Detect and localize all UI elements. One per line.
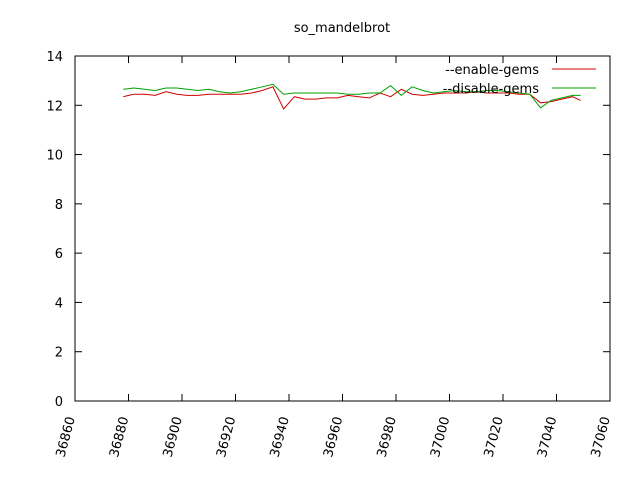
y-tick-label: 10 bbox=[46, 149, 63, 164]
x-tick-label: 36920 bbox=[214, 415, 239, 459]
y-tick-label: 14 bbox=[46, 50, 63, 65]
legend-label-1: --enable-gems bbox=[445, 63, 539, 78]
x-tick-label: 36860 bbox=[54, 415, 79, 459]
x-tick-label: 37040 bbox=[535, 415, 560, 459]
x-tick-label: 36880 bbox=[107, 415, 132, 459]
x-tick-label: 37000 bbox=[428, 415, 453, 459]
x-tick-label: 36900 bbox=[161, 415, 186, 459]
y-tick-label: 12 bbox=[46, 99, 63, 114]
y-tick-label: 4 bbox=[55, 296, 63, 311]
series-layer bbox=[123, 83, 581, 110]
x-tick-label: 37060 bbox=[589, 415, 614, 459]
y-tick-label: 8 bbox=[55, 198, 63, 213]
x-tick-label: 36960 bbox=[321, 415, 346, 459]
legend-label-2: --disable-gems bbox=[443, 82, 539, 97]
y-tick-label: 2 bbox=[55, 346, 63, 361]
chart-title: so_mandelbrot bbox=[294, 21, 390, 36]
axes-layer: 0 2 4 6 8 10 12 14 36860 36880 36900 36920 36940 3696… bbox=[46, 50, 613, 459]
x-tick-label: 36940 bbox=[268, 415, 293, 459]
x-tick-label: 37020 bbox=[482, 415, 507, 459]
series-line-1 bbox=[123, 86, 581, 110]
plot-frame bbox=[74, 55, 611, 402]
legend: --enable-gems --disable-gems bbox=[443, 63, 596, 97]
y-tick-label: 0 bbox=[55, 395, 63, 410]
series-line-2 bbox=[123, 83, 581, 109]
x-tick-label: 36980 bbox=[375, 415, 400, 459]
y-tick-label: 6 bbox=[55, 247, 63, 262]
